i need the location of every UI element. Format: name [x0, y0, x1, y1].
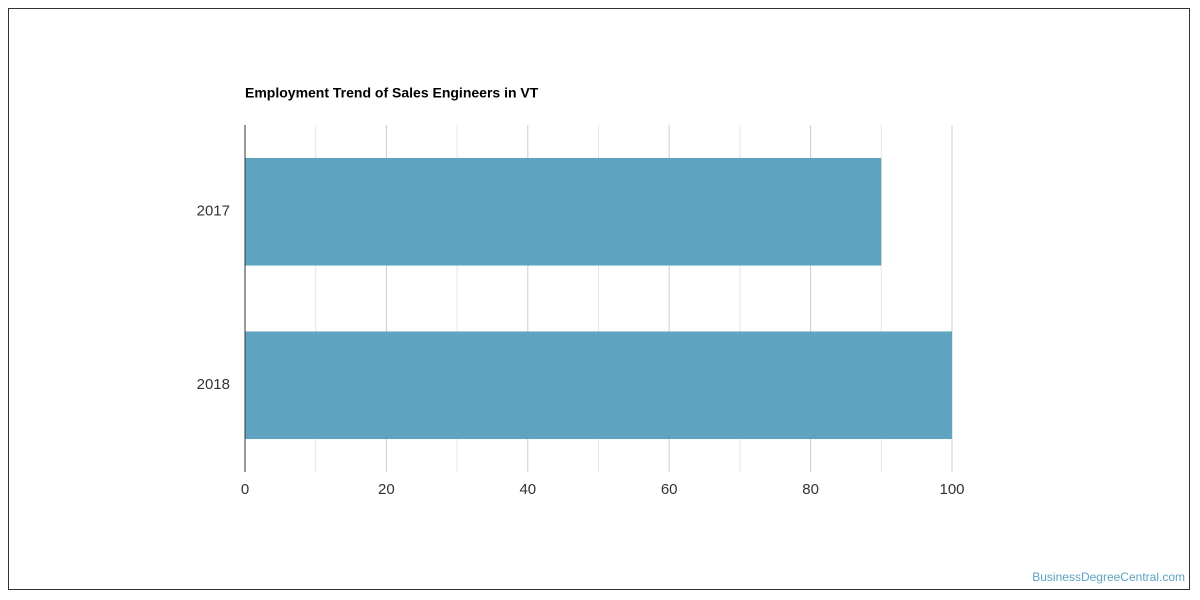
x-tick-label: 0	[241, 481, 249, 498]
y-tick-label: 2018	[197, 376, 230, 393]
bar	[245, 157, 882, 266]
bar	[245, 331, 952, 440]
chart-title: Employment Trend of Sales Engineers in V…	[245, 85, 539, 101]
frame	[8, 8, 1190, 590]
source: BusinessDegreeCentral.com	[1032, 570, 1185, 584]
x-tick-label: 100	[939, 481, 964, 498]
y-tick-label: 2017	[197, 203, 230, 220]
x-tick-label: 20	[378, 481, 395, 498]
x-tick-label: 40	[519, 481, 536, 498]
x-tick-label: 60	[661, 481, 678, 498]
x-tick-label: 80	[802, 481, 819, 498]
